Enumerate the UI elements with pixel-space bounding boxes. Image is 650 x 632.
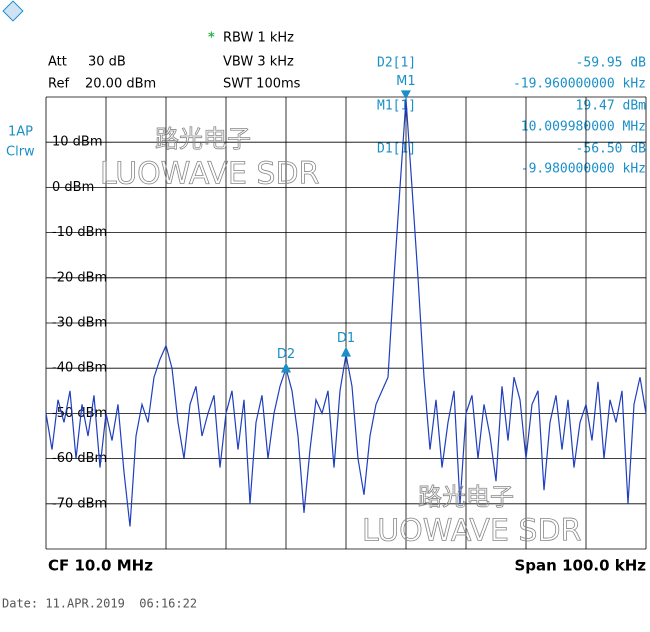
readout-level: -59.95 dB	[576, 56, 647, 71]
marker	[400, 90, 411, 100]
y-tick-label: -50 dBm	[52, 406, 107, 421]
plot: 10 dBm 0 dBm -10 dBm -20 dBm -30 dBm -40 dBm -…	[45, 74, 647, 550]
readout-freq: 10.009980000 MHz	[521, 120, 646, 135]
logo	[2, 0, 24, 22]
trace-id: 1AP	[8, 125, 33, 140]
ref-label: Ref	[48, 77, 69, 92]
readout-name: D2[1]	[377, 56, 416, 71]
readout-freq: -19.960000000 kHz	[513, 77, 646, 92]
span: Span 100.0 kHz	[515, 557, 647, 575]
marker	[341, 346, 351, 357]
marker-label: D1	[337, 331, 355, 346]
watermark-en: LUOWAVE SDR	[100, 157, 319, 192]
y-tick-label: -60 dBm	[52, 451, 107, 466]
trace-mode: Clrw	[6, 145, 35, 160]
date: Date: 11.APR.2019 06:16:22	[2, 597, 197, 611]
readout-name: M1[1]	[377, 99, 416, 114]
att-label: Att	[48, 55, 67, 70]
watermark-en: LUOWAVE SDR	[362, 514, 581, 549]
watermark-cn: 路光电子	[418, 483, 514, 511]
vbw: VBW 3 kHz	[223, 55, 294, 70]
att: 30 dB	[88, 55, 126, 70]
readout-level: 19.47 dBm	[576, 99, 647, 114]
readout-level: -56.50 dB	[576, 142, 647, 157]
y-tick-label: -40 dBm	[52, 361, 107, 376]
star: *	[208, 31, 215, 46]
watermark-cn: 路光电子	[155, 125, 251, 153]
y-tick-label: -30 dBm	[52, 316, 107, 331]
swt: SWT 100ms	[223, 77, 301, 92]
marker	[281, 362, 291, 373]
ref: 20.00 dBm	[85, 77, 156, 92]
y-tick-label: -70 dBm	[52, 496, 107, 511]
rbw: RBW 1 kHz	[223, 31, 294, 46]
center-freq: CF 10.0 MHz	[48, 557, 153, 575]
y-tick-label: 10 dBm	[52, 135, 103, 150]
marker-label: D2	[277, 347, 295, 362]
marker-label: M1	[396, 74, 416, 89]
readout-freq: -9.980000000 kHz	[521, 162, 646, 177]
y-tick-label: -10 dBm	[52, 225, 107, 240]
y-tick-label: 0 dBm	[52, 180, 94, 195]
y-tick-label: -20 dBm	[52, 270, 107, 285]
